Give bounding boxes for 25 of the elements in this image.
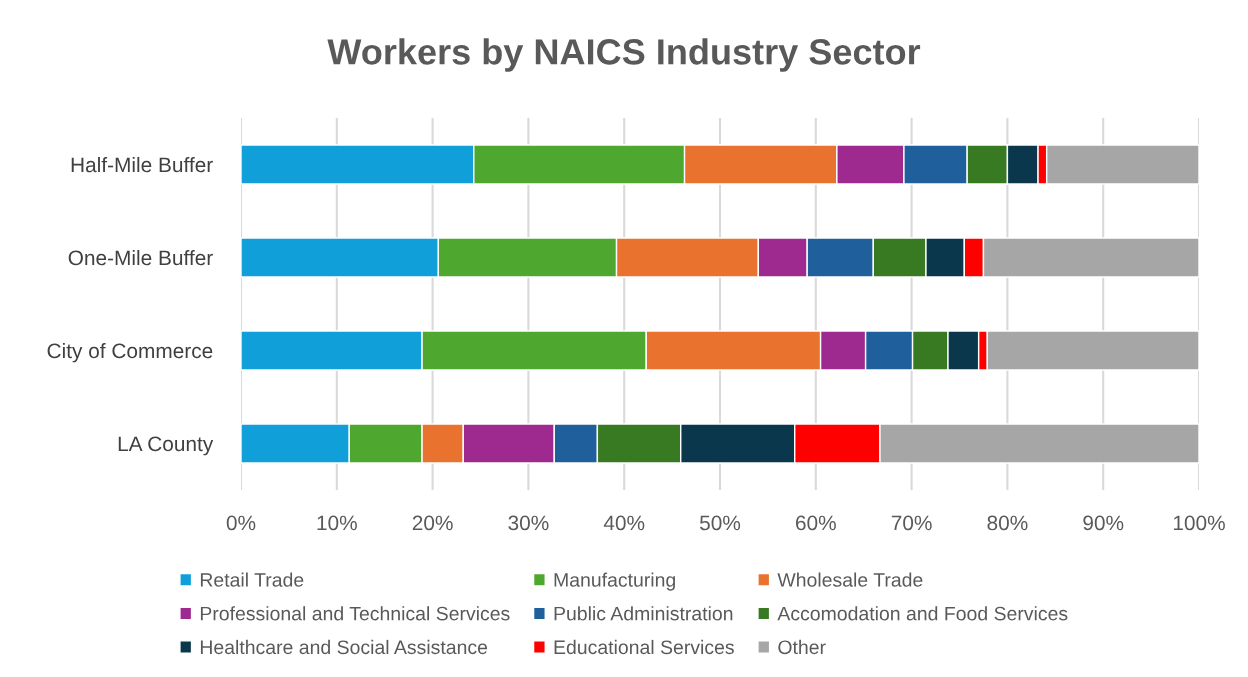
x-tick-label: 10%	[317, 515, 357, 531]
x-tick-label: 90%	[1083, 515, 1124, 531]
x-tick-label: 20%	[412, 515, 453, 531]
legend-label: Public Administration	[554, 606, 733, 621]
y-tick-label: City of Commerce	[47, 342, 213, 363]
legend-label: Educational Services	[554, 639, 734, 655]
x-tick-label: 40%	[603, 515, 645, 531]
x-tick-label: 80%	[987, 515, 1028, 531]
x-tick-label: 0%	[226, 515, 256, 531]
x-tick-label: 60%	[796, 515, 836, 531]
chart-title: Workers by NAICS Industry Sector	[327, 38, 921, 72]
legend-label: Healthcare and Social Assistance	[200, 639, 488, 655]
x-tick-label: 100%	[1173, 515, 1225, 531]
legend-label: Manufacturing	[554, 572, 675, 591]
legend-label: Retail Trade	[200, 572, 304, 587]
legend-label: Other	[778, 639, 826, 655]
legend-label: Accomodation and Food Services	[777, 606, 1068, 621]
x-tick-label: 30%	[508, 515, 549, 531]
y-tick-label: One-Mile Buffer	[68, 249, 213, 266]
y-tick-label: LA County	[118, 436, 214, 456]
x-tick-label: 70%	[891, 515, 932, 531]
x-tick-label: 50%	[699, 515, 741, 531]
legend-label: Professional and Technical Services	[200, 606, 510, 621]
y-tick-label: Half-Mile Buffer	[71, 156, 213, 173]
legend-label: Wholesale Trade	[777, 572, 923, 587]
